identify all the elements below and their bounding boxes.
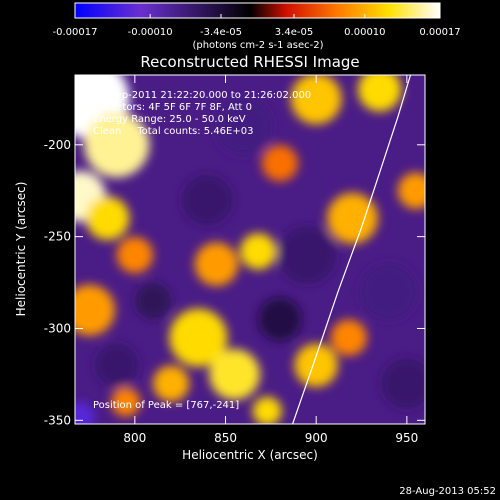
colorbar-tick-label: -0.00017 <box>53 27 98 38</box>
heatmap-blob <box>209 349 260 400</box>
heatmap-blob <box>169 308 228 367</box>
y-tick-label: -350 <box>44 413 71 427</box>
colorbar-tick-label: -3.4e-05 <box>200 27 242 38</box>
annotation-energy: Energy Range: 25.0 - 50.0 keV <box>93 114 246 125</box>
heatmap-blob <box>75 284 115 336</box>
x-tick-label: 850 <box>214 431 237 445</box>
y-tick-label: -200 <box>44 138 71 152</box>
heatmap-blob <box>330 319 367 356</box>
annotation-time: 16-Sep-2011 21:22:20.000 to 21:26:02.000 <box>93 90 311 101</box>
solar-limb-curve <box>292 75 412 424</box>
heatmap-blob <box>152 365 190 402</box>
heatmap-blob <box>327 192 378 244</box>
heatmap-blobs <box>75 75 425 424</box>
colorbar-units: (photons cm-2 s-1 asec-2) <box>192 40 323 51</box>
heatmap-blob <box>85 196 130 241</box>
plot-frame <box>74 74 426 425</box>
colorbar: -0.00017 -0.00010 -3.4e-05 3.4e-05 0.00010 0.… <box>53 2 461 51</box>
heatmap-blob <box>397 172 425 209</box>
heatmap-blob <box>181 174 233 226</box>
heatmap-blob <box>252 396 282 424</box>
x-tick-label: 800 <box>123 431 146 445</box>
colorbar-tick-label: 3.4e-05 <box>275 27 313 38</box>
x-tick-label: 950 <box>395 431 418 445</box>
axis-ticks: 800 850 900 950 -200 -250 -300 -350 <box>44 75 425 445</box>
footer-timestamp: 28-Aug-2013 05:52 <box>399 486 496 497</box>
colorbar-tick-label: 0.00010 <box>344 27 385 38</box>
heatmap-blob <box>381 358 425 409</box>
heatmap-blob <box>84 112 150 178</box>
colorbar-tick-label: -0.00010 <box>128 27 173 38</box>
y-axis-label: Heliocentric Y (arcsec) <box>14 182 28 317</box>
heatmap-blob <box>94 343 139 387</box>
colorbar-gradient <box>74 2 441 19</box>
plot-area: 800 850 900 950 -200 -250 -300 -350 <box>44 74 426 445</box>
y-tick-label: -250 <box>44 230 71 244</box>
colorbar-ticks: -0.00017 -0.00010 -3.4e-05 3.4e-05 0.00010 0.… <box>53 14 461 38</box>
heatmap-blob <box>116 236 153 274</box>
heatmap-blob <box>75 402 95 424</box>
heatmap-blob <box>134 282 172 320</box>
heatmap-blob <box>294 343 338 387</box>
heatmap-blob <box>278 225 337 285</box>
heatmap-blob <box>240 233 277 270</box>
heatmap-blob <box>359 262 418 321</box>
peak-position-label: Position of Peak = [767,-241] <box>93 400 239 411</box>
heatmap-blob <box>194 242 239 286</box>
y-tick-label: -300 <box>44 321 71 335</box>
x-tick-label: 900 <box>305 431 328 445</box>
annotation-detectors: Detectors: 4F 5F 6F 7F 8F, Att 0 <box>93 102 252 113</box>
heatmap-blob <box>258 297 302 342</box>
chart-title: Reconstructed RHESSI Image <box>140 53 359 71</box>
annotation-clean: Clean Total counts: 5.46E+03 <box>93 126 253 137</box>
heatmap-blob <box>357 75 402 112</box>
heatmap-blob <box>111 387 141 417</box>
colorbar-tick-label: 0.00017 <box>419 27 460 38</box>
annotation-block: 16-Sep-2011 21:22:20.000 to 21:26:02.000… <box>93 90 311 137</box>
heatmap-blob <box>214 97 273 156</box>
heatmap-blob <box>290 75 342 125</box>
heatmap-blob <box>261 145 299 182</box>
x-axis-label: Heliocentric X (arcsec) <box>182 448 318 462</box>
